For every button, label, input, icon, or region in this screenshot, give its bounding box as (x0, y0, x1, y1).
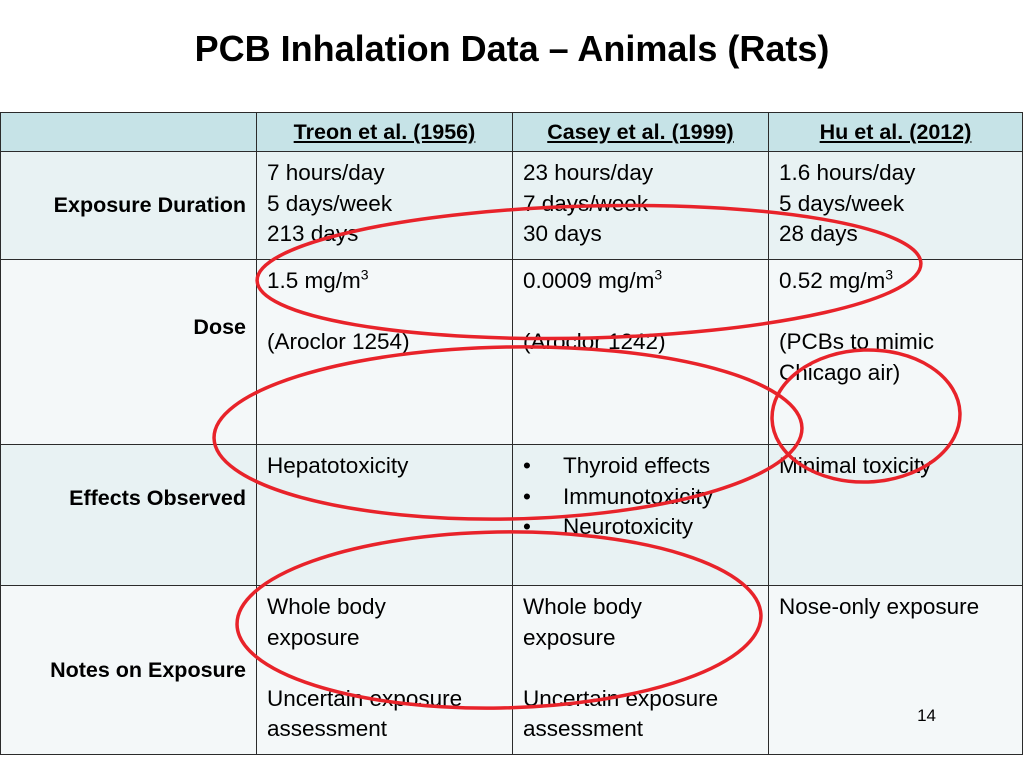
notes-hu-line1: Nose-only exposure (779, 594, 980, 619)
notes-casey-line2: exposure (523, 624, 616, 650)
duration-hu-days: 5 days/week (779, 190, 905, 216)
effects-hu-item: Minimal toxicity (779, 453, 932, 478)
duration-treon-total: 213 days (267, 221, 359, 246)
duration-treon-hours: 7 hours/day (267, 160, 385, 185)
header-corner-cell (0, 112, 257, 152)
duration-hu-total: 28 days (779, 221, 858, 246)
notes-casey-line1: Whole body (523, 594, 642, 619)
bullet-icon: • (523, 483, 531, 509)
header-treon: Treon et al. (1956) (256, 112, 513, 152)
cell-effects-hu: Minimal toxicity (768, 444, 1023, 586)
row-dose: Dose 1.5 mg/m3 (Aroclor 1254) 0.0009 mg/… (0, 259, 1023, 445)
list-item: • Thyroid effects (523, 451, 768, 482)
dose-casey-exponent: 3 (654, 266, 663, 283)
bullet-icon: • (523, 453, 531, 478)
duration-casey-hours: 23 hours/day (523, 160, 654, 185)
slide-title: PCB Inhalation Data – Animals (Rats) (194, 28, 830, 69)
pcb-inhalation-table: Treon et al. (1956) Casey et al. (1999) … (0, 112, 1023, 755)
cell-effects-treon: Hepatotoxicity (256, 444, 513, 586)
dose-casey-note: (Aroclor 1242) (523, 329, 666, 354)
dose-hu-note-line2: Chicago air) (779, 359, 901, 385)
row-exposure-duration: Exposure Duration 7 hours/day 5 days/wee… (0, 151, 1023, 260)
header-row: Treon et al. (1956) Casey et al. (1999) … (0, 112, 1023, 152)
dose-hu-value: 0.52 mg/m3 (779, 266, 894, 294)
cell-dose-casey: 0.0009 mg/m3 (Aroclor 1242) (512, 259, 769, 445)
dose-treon-exponent: 3 (360, 266, 369, 283)
bullet-icon: • (523, 514, 531, 539)
cell-notes-casey: Whole body exposure Uncertain exposure a… (512, 585, 769, 755)
list-item: • Immunotoxicity (523, 482, 768, 513)
notes-treon-line4: assessment (267, 716, 388, 741)
cell-notes-hu: Nose-only exposure (768, 585, 1023, 755)
dose-hu-note-line1: (PCBs to mimic (779, 329, 935, 354)
row-label-effects-observed: Effects Observed (0, 444, 257, 586)
effects-casey-list: • Thyroid effects • Immunotoxicity • Neurot… (523, 451, 768, 543)
cell-dose-hu: 0.52 mg/m3 (PCBs to mimic Chicago air) (768, 259, 1023, 445)
notes-treon-line1: Whole body (267, 594, 386, 619)
notes-casey-line4: assessment (523, 716, 644, 741)
dose-treon-value: 1.5 mg/m3 (267, 266, 369, 294)
row-label-dose: Dose (0, 259, 257, 445)
header-casey: Casey et al. (1999) (512, 112, 769, 152)
row-notes-on-exposure: Notes on Exposure Whole body exposure Un… (0, 585, 1023, 755)
list-item: • Neurotoxicity (523, 512, 768, 543)
duration-treon-days: 5 days/week (267, 190, 393, 216)
dose-treon-note: (Aroclor 1254) (267, 329, 410, 354)
row-label-exposure-duration: Exposure Duration (0, 151, 257, 260)
page-number: 14 (917, 706, 936, 725)
cell-dose-treon: 1.5 mg/m3 (Aroclor 1254) (256, 259, 513, 445)
cell-duration-hu: 1.6 hours/day 5 days/week 28 days (768, 151, 1023, 260)
cell-duration-treon: 7 hours/day 5 days/week 213 days (256, 151, 513, 260)
cell-effects-casey: • Thyroid effects • Immunotoxicity • Neurot… (512, 444, 769, 586)
cell-notes-treon: Whole body exposure Uncertain exposure a… (256, 585, 513, 755)
header-hu: Hu et al. (2012) (768, 112, 1023, 152)
duration-casey-days: 7 days/week (523, 190, 649, 216)
duration-hu-hours: 1.6 hours/day (779, 160, 916, 185)
cell-duration-casey: 23 hours/day 7 days/week 30 days (512, 151, 769, 260)
duration-casey-total: 30 days (523, 221, 602, 246)
effects-treon-item: Hepatotoxicity (267, 453, 409, 478)
row-label-notes-on-exposure: Notes on Exposure (0, 585, 257, 755)
dose-casey-value: 0.0009 mg/m3 (523, 266, 663, 294)
notes-treon-line3: Uncertain exposure (267, 685, 463, 711)
row-effects-observed: Effects Observed Hepatotoxicity • Thyroid… (0, 444, 1023, 586)
notes-casey-line3: Uncertain exposure (523, 685, 719, 711)
notes-treon-line2: exposure (267, 624, 360, 650)
dose-hu-exponent: 3 (885, 266, 894, 283)
